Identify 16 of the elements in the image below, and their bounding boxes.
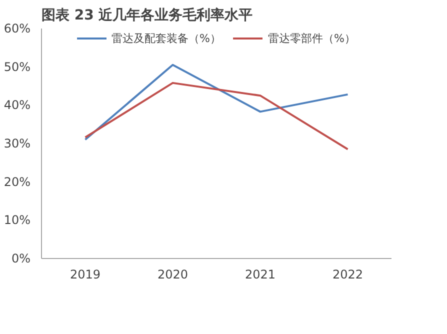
- x-tick-label: 2019: [70, 268, 101, 282]
- x-tick-label: 2022: [332, 268, 364, 282]
- y-tick-label: 60%: [4, 22, 30, 36]
- y-tick-label: 50%: [4, 60, 30, 74]
- chart-title: 图表 23 近几年各业务毛利率水平: [42, 6, 253, 24]
- legend-label: 雷达零部件（%）: [268, 30, 356, 46]
- y-tick-label: 0%: [11, 252, 31, 266]
- y-tick-label: 20%: [4, 174, 30, 189]
- x-tick-label: 2020: [157, 268, 188, 282]
- legend-label: 雷达及配套装备（%）: [112, 30, 221, 46]
- x-tick-label: 2021: [244, 268, 276, 282]
- line-series: [84, 64, 349, 141]
- y-tick-label: 30%: [4, 136, 30, 150]
- line-series: [84, 82, 349, 150]
- y-tick-label: 10%: [4, 213, 30, 228]
- y-tick-label: 40%: [4, 98, 30, 112]
